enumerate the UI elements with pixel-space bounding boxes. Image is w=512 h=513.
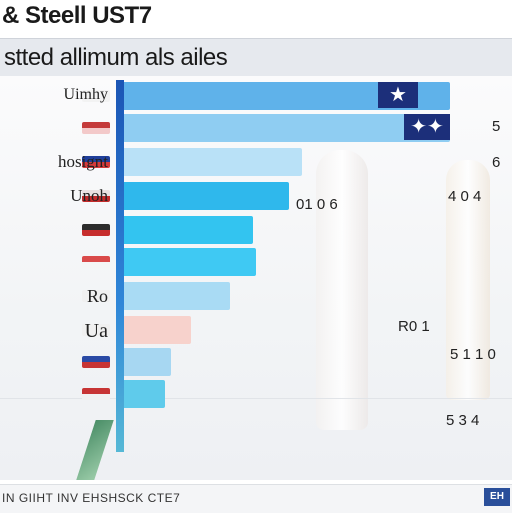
value-annotation: 01 0 6 — [296, 196, 338, 213]
value-annotation: 5 1 1 0 — [450, 346, 496, 363]
flag-icon — [82, 356, 110, 368]
value-annotation: 4 0 4 — [448, 188, 482, 205]
bar — [122, 316, 191, 344]
y-axis-line — [116, 80, 124, 452]
chart-title: & Steell UST7 — [2, 2, 152, 29]
category-label: Uimhy — [63, 86, 108, 103]
bar — [122, 248, 257, 276]
flag-icon — [82, 224, 110, 236]
flag-icon — [82, 190, 110, 202]
bar — [122, 216, 254, 244]
value-annotation: R0 1 — [398, 318, 430, 335]
bar — [122, 380, 165, 408]
flag-icon — [82, 388, 110, 400]
flag-icon — [82, 290, 110, 302]
flag-icon — [82, 90, 110, 102]
value-annotation: 6 — [492, 154, 501, 171]
footer-logo: EH — [484, 488, 510, 506]
plot-area — [0, 76, 512, 480]
floor-line — [0, 398, 512, 399]
pedestal-decoration-right — [446, 160, 490, 400]
bar — [122, 182, 290, 210]
bar — [122, 282, 231, 310]
category-label: Unoh — [70, 186, 108, 205]
flag-icon — [82, 156, 110, 168]
star-icon: ★ — [378, 82, 418, 108]
category-label: Ro — [86, 286, 108, 306]
value-annotation: 5 3 4 — [446, 412, 480, 429]
subtitle-band — [0, 38, 512, 77]
stars-icon: ✦✦ — [404, 114, 450, 140]
category-label: hosignt — [57, 152, 108, 171]
bar — [122, 148, 303, 176]
pedestal-decoration — [316, 150, 368, 430]
footer-text: IN GIIHT INV EHSHSCK CTE7 — [2, 491, 181, 505]
value-annotation: 5 — [492, 118, 501, 135]
chart-subtitle: stted allimum als ailes — [4, 44, 228, 71]
bar — [122, 114, 450, 142]
bar — [122, 348, 172, 376]
footer-bar — [0, 484, 512, 513]
flag-icon — [82, 122, 110, 134]
flag-icon — [82, 324, 110, 336]
flag-icon — [82, 256, 110, 268]
category-label: Ua — [84, 320, 108, 342]
